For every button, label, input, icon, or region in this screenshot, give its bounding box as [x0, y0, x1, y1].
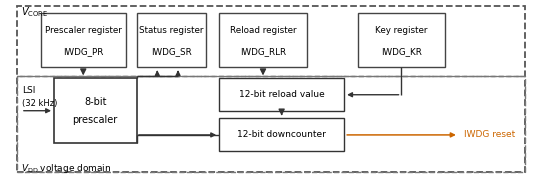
Text: 12-bit downcounter: 12-bit downcounter: [237, 130, 326, 139]
Text: $V_{\mathregular{CORE}}$: $V_{\mathregular{CORE}}$: [21, 6, 48, 20]
Text: IWDG_PR: IWDG_PR: [63, 47, 104, 56]
Bar: [219, 118, 344, 151]
Text: LSI: LSI: [22, 86, 35, 95]
Text: IWDG_SR: IWDG_SR: [151, 47, 192, 56]
Text: 12-bit reload value: 12-bit reload value: [239, 90, 325, 99]
Bar: [17, 76, 525, 172]
Text: prescaler: prescaler: [73, 115, 118, 125]
Bar: [54, 78, 137, 143]
Text: (32 kHz): (32 kHz): [22, 99, 57, 108]
Bar: [137, 13, 206, 67]
Text: Status register: Status register: [139, 26, 203, 35]
Bar: [219, 13, 307, 67]
Text: $V_{\mathregular{DD}}$ voltage domain: $V_{\mathregular{DD}}$ voltage domain: [21, 162, 112, 175]
Bar: [358, 13, 445, 67]
Bar: [219, 78, 344, 111]
Bar: [41, 13, 126, 67]
Text: IWDG reset: IWDG reset: [464, 130, 515, 139]
Text: Key register: Key register: [375, 26, 428, 35]
Text: Prescaler register: Prescaler register: [45, 26, 122, 35]
Text: IWDG_RLR: IWDG_RLR: [240, 47, 286, 56]
Text: IWDG_KR: IWDG_KR: [381, 47, 422, 56]
Text: Reload register: Reload register: [230, 26, 296, 35]
Text: 8-bit: 8-bit: [84, 97, 106, 107]
